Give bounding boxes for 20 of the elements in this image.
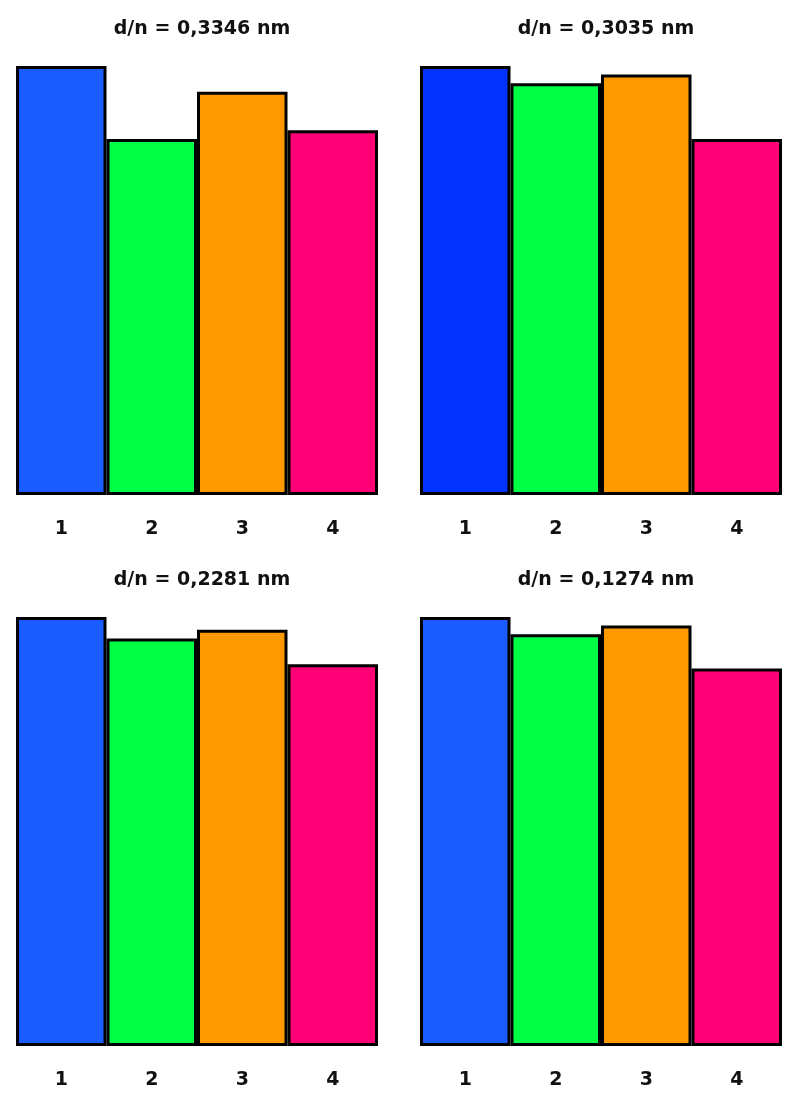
chart-title: d/n = 0,1274 nm — [517, 566, 695, 589]
chart-title: d/n = 0,3035 nm — [517, 15, 695, 38]
x-tick-label: 4 — [326, 1066, 340, 1089]
x-tick-label: 4 — [326, 515, 340, 538]
x-tick-label: 3 — [235, 515, 249, 538]
x-tick-label: 4 — [730, 515, 744, 538]
x-tick-label: 2 — [145, 515, 159, 538]
chart-title: d/n = 0,3346 nm — [113, 15, 291, 38]
x-tick-label: 4 — [730, 1066, 744, 1089]
x-tick-label: 3 — [639, 515, 653, 538]
x-tick-label: 3 — [639, 1066, 653, 1089]
x-tick-label: 1 — [458, 1066, 472, 1089]
x-tick-label: 2 — [549, 515, 563, 538]
x-tick-label: 1 — [458, 515, 472, 538]
x-tick-label: 3 — [235, 1066, 249, 1089]
chart-title: d/n = 0,2281 nm — [113, 566, 291, 589]
x-tick-label: 1 — [54, 1066, 68, 1089]
x-tick-label: 2 — [145, 1066, 159, 1089]
x-tick-label: 2 — [549, 1066, 563, 1089]
x-tick-label: 1 — [54, 515, 68, 538]
